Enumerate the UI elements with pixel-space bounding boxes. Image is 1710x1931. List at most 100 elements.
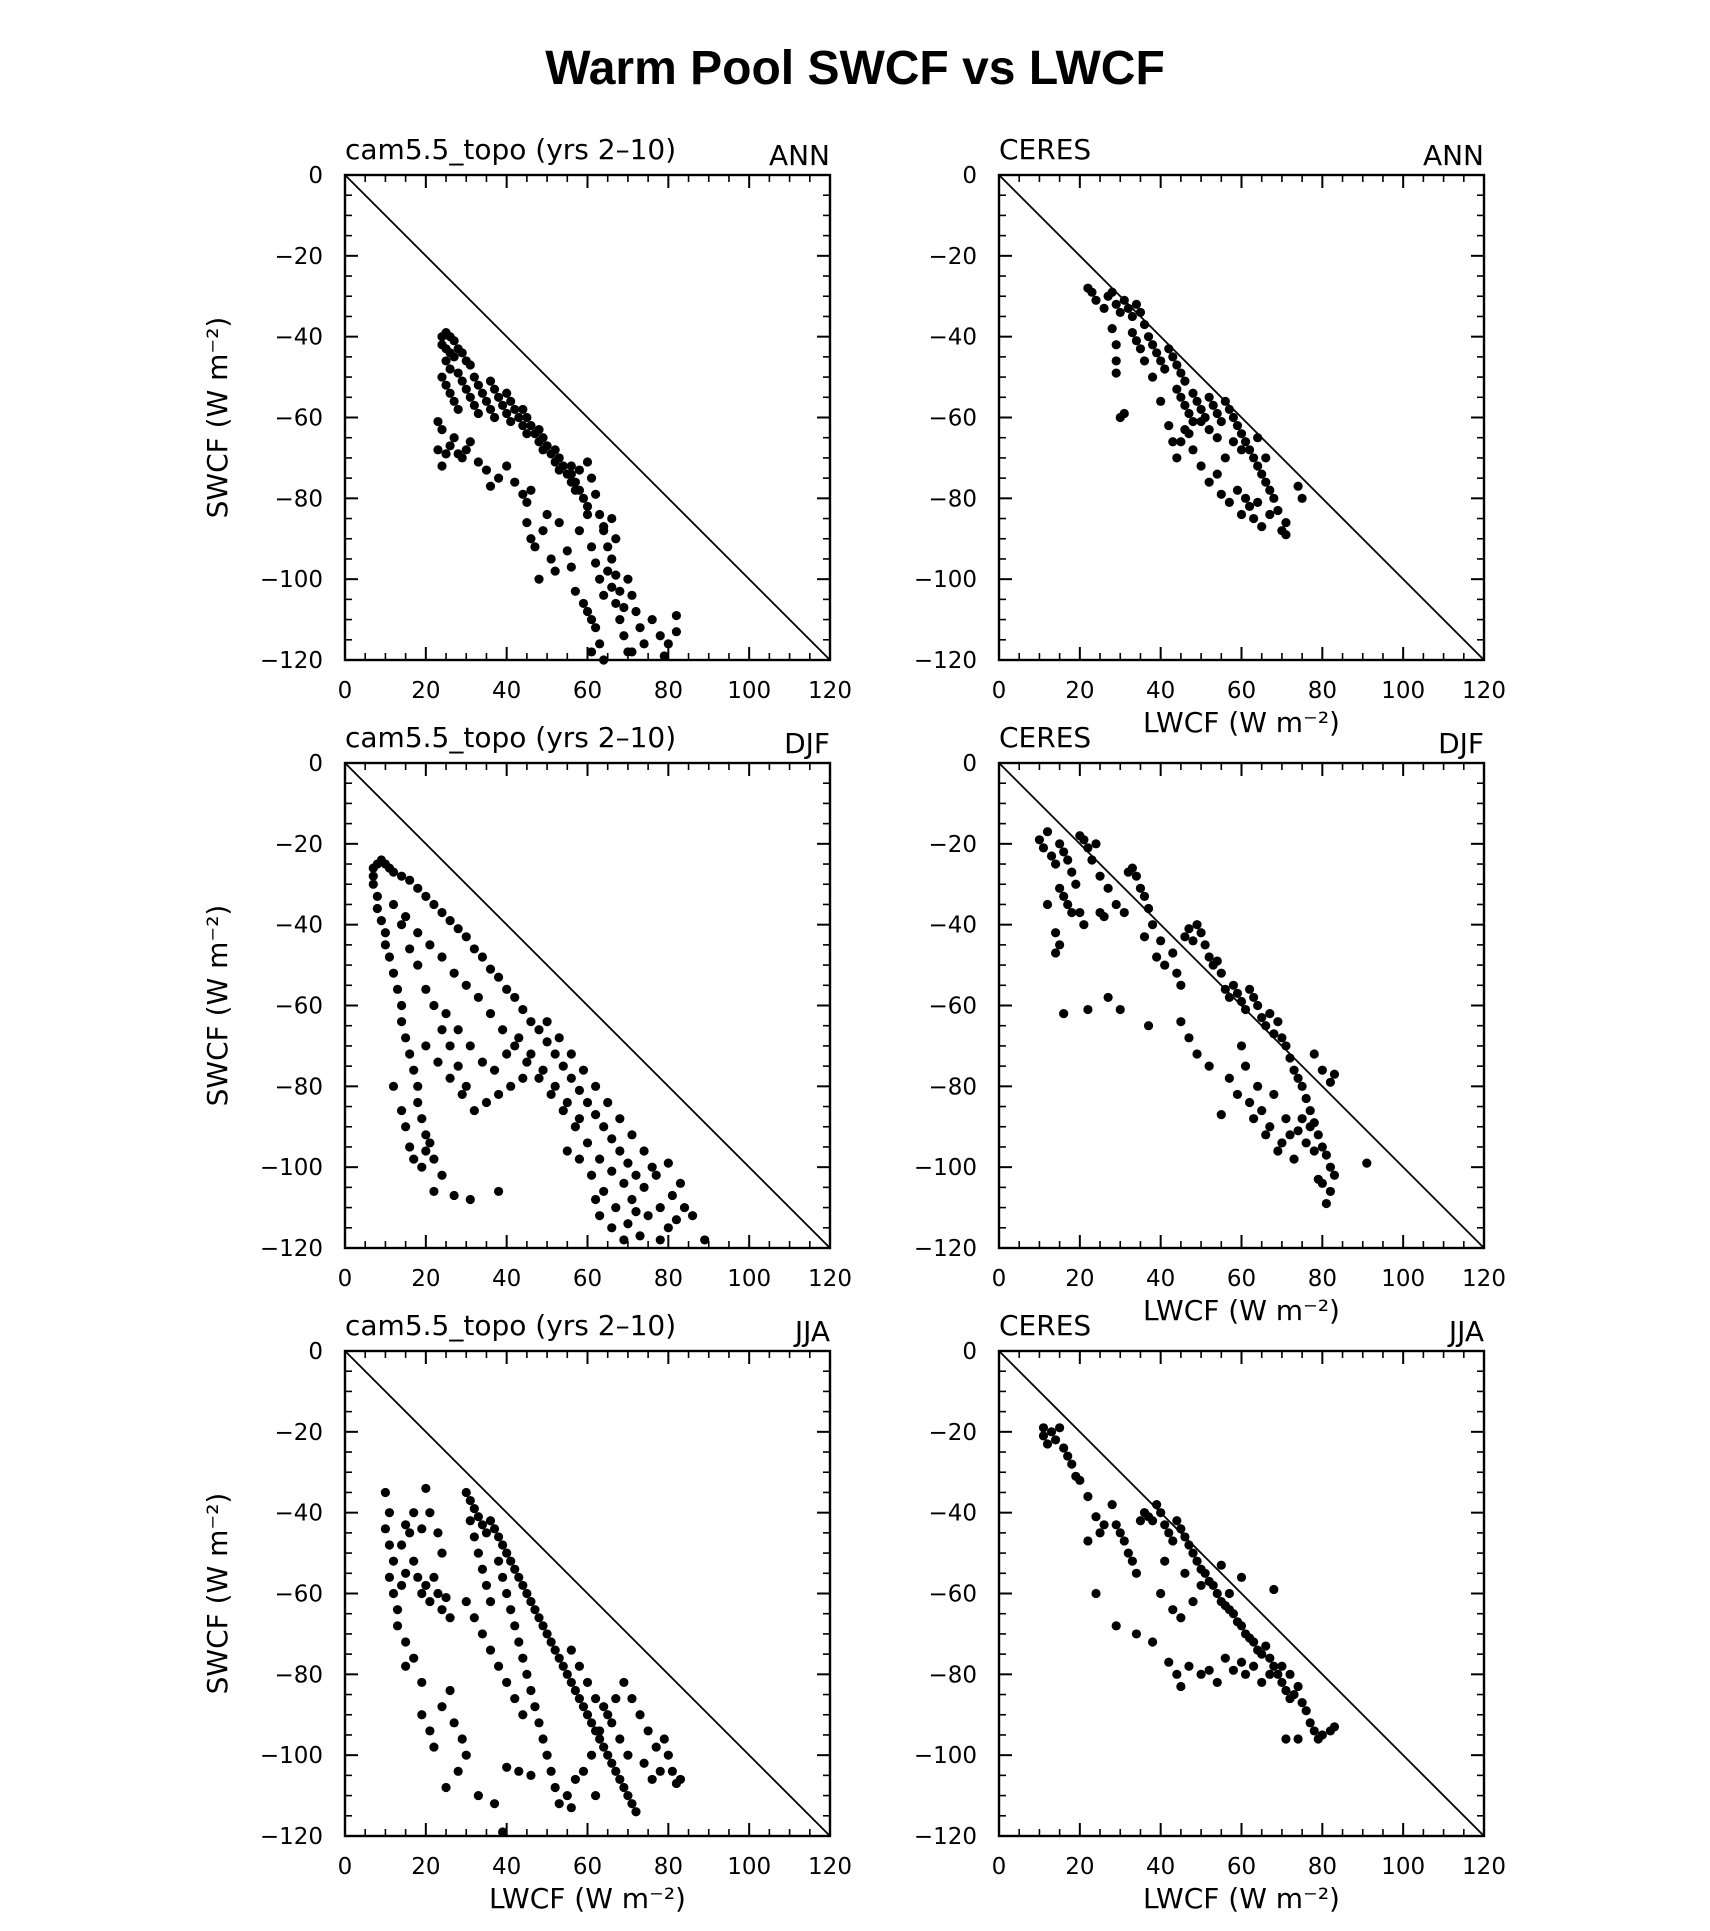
scatter-point (1067, 907, 1077, 918)
scatter-point (1216, 968, 1226, 978)
scatter-point (469, 400, 479, 410)
panel-obs-DJF: 0 20 40 60 80 100 120 0 −20 −40 −60 −80 −100 −120 CERE… (914, 721, 1506, 1327)
scatter-point (1305, 1105, 1315, 1116)
scatter-point (1212, 1588, 1222, 1599)
scatter-point (437, 372, 447, 382)
scatter-point (671, 1215, 682, 1225)
scatter-point (502, 1548, 512, 1558)
scatter-point (465, 1194, 475, 1205)
scatter-point (493, 1089, 504, 1100)
scatter-point (526, 485, 536, 495)
scatter-point (590, 1693, 601, 1704)
scatter-point (1135, 883, 1146, 893)
scatter-point (1261, 1130, 1271, 1140)
scatter-point (599, 1702, 609, 1712)
scatter-point (1269, 1089, 1279, 1100)
scatter-point (514, 1033, 524, 1043)
reference-line (344, 1350, 831, 1837)
scatter-point (578, 493, 589, 503)
scatter-point (679, 1202, 690, 1213)
scatter-point (1176, 1613, 1186, 1623)
scatter-point (1059, 891, 1069, 901)
scatter-point (396, 920, 407, 930)
scatter-point (607, 1718, 617, 1728)
scatter-point (1281, 1734, 1291, 1744)
scatter-point (481, 1097, 492, 1108)
scatter-point (457, 453, 467, 463)
scatter-point (461, 1487, 471, 1498)
scatter-point (663, 639, 673, 649)
scatter-point (421, 891, 431, 901)
scatter-point (1099, 911, 1109, 922)
scatter-point (1172, 968, 1182, 978)
scatter-point (542, 509, 552, 520)
scatter-point (1147, 920, 1158, 930)
x-tick-label: 60 (573, 1266, 602, 1292)
scatter-point (473, 380, 483, 390)
scatter-point (409, 1154, 419, 1164)
scatter-point (1269, 493, 1279, 503)
scatter-point (1176, 980, 1186, 990)
scatter-point (417, 1588, 427, 1599)
scatter-point (1099, 303, 1109, 313)
scatter-point (392, 1605, 403, 1615)
scatter-point (392, 1621, 403, 1631)
scatter-point (449, 352, 459, 362)
scatter-point (409, 1508, 419, 1518)
scatter-point (445, 1041, 455, 1051)
y-tick-label: −120 (914, 648, 977, 674)
x-tick-label: 60 (573, 1854, 602, 1880)
scatter-point (1281, 517, 1291, 528)
scatter-point (433, 1588, 443, 1599)
scatter-point (599, 590, 609, 600)
x-tick-label: 40 (492, 1266, 521, 1292)
y-tick-label: −120 (260, 648, 323, 674)
y-tick-label: −120 (914, 1824, 977, 1850)
scatter-point (1285, 1669, 1295, 1679)
y-tick-label: −80 (274, 486, 323, 512)
scatter-point (457, 348, 467, 358)
scatter-point (1055, 940, 1065, 950)
scatter-point (421, 984, 431, 994)
x-tick-label: 80 (654, 1854, 683, 1880)
scatter-point (554, 1653, 564, 1663)
x-axis-label: LWCF (W m⁻²) (489, 1882, 686, 1915)
scatter-point (1257, 1649, 1267, 1659)
scatter-point (514, 412, 524, 423)
scatter-point (437, 1702, 447, 1712)
scatter-point (1172, 360, 1182, 370)
scatter-point (675, 1774, 686, 1785)
scatter-point (441, 1592, 451, 1603)
scatter-point (1261, 453, 1271, 463)
scatter-point (1236, 445, 1247, 455)
scatter-point (1188, 936, 1198, 946)
scatter-point (429, 1572, 439, 1582)
x-tick-label: 120 (808, 678, 852, 704)
scatter-point (1099, 1520, 1109, 1530)
scatter-point (469, 372, 479, 382)
scatter-point (485, 481, 496, 491)
scatter-point (1160, 1520, 1170, 1530)
scatter-point (498, 400, 508, 410)
scatter-point (1168, 352, 1178, 362)
x-axis-label: LWCF (W m⁻²) (1143, 1882, 1340, 1915)
scatter-point (498, 1540, 508, 1550)
scatter-point (607, 582, 617, 592)
scatter-point (469, 944, 479, 954)
scatter-point (615, 1734, 625, 1744)
scatter-point (582, 1097, 593, 1108)
scatter-point (566, 1049, 576, 1059)
scatter-point (380, 1524, 391, 1534)
x-tick-label: 0 (338, 1266, 353, 1292)
scatter-point (566, 1677, 576, 1688)
scatter-point (603, 1097, 613, 1108)
scatter-point (1196, 928, 1206, 938)
scatter-point (445, 916, 455, 926)
scatter-point (562, 1669, 572, 1679)
scatter-point (1293, 1073, 1303, 1083)
scatter-point (538, 433, 548, 443)
scatter-point (477, 1057, 488, 1067)
scatter-point (671, 610, 682, 621)
scatter-point (590, 623, 601, 633)
